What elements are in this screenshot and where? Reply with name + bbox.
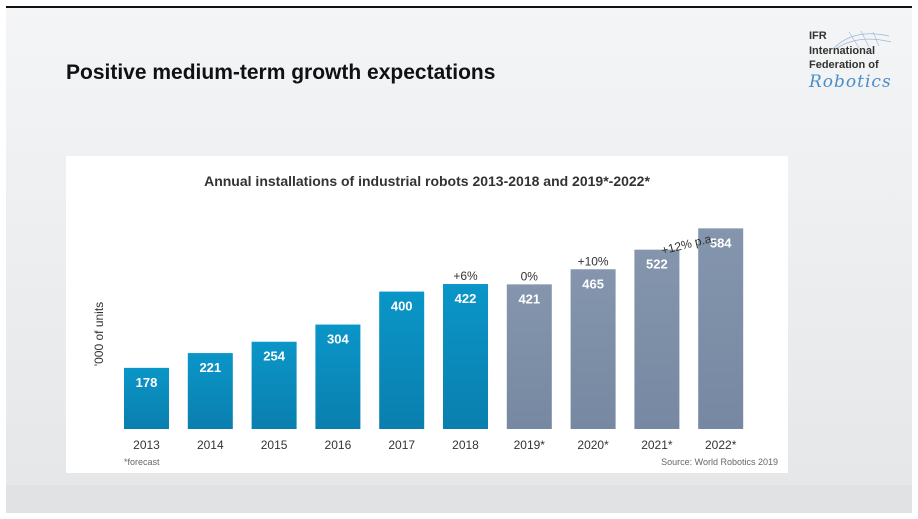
top-rule xyxy=(6,6,912,8)
bar-value-label: 400 xyxy=(391,299,413,314)
logo-ifr-text: IFR xyxy=(809,30,827,42)
bar-value-label: 254 xyxy=(263,349,285,364)
x-tick-label: 2022* xyxy=(705,438,737,452)
logo-federation-text: Federation of xyxy=(809,59,879,71)
x-tick-label: 2021* xyxy=(641,438,673,452)
slide: Positive medium-term growth expectations… xyxy=(6,6,912,513)
x-tick-label: 2016 xyxy=(325,438,352,452)
bottom-band xyxy=(6,485,912,513)
logo-robotics-text: Robotics xyxy=(809,72,892,92)
bar-2022* xyxy=(698,228,744,429)
bar-2016 xyxy=(315,324,361,429)
chart-panel: Annual installations of industrial robot… xyxy=(66,156,788,473)
slide-title: Positive medium-term growth expectations xyxy=(66,61,496,84)
x-tick-label: 2014 xyxy=(197,438,224,452)
logo-international-text: International xyxy=(809,45,876,57)
x-tick-label: 2020* xyxy=(577,438,609,452)
growth-annotation: +6% xyxy=(453,269,478,283)
x-tick-label: 2019* xyxy=(514,438,546,452)
bar-2020* xyxy=(570,269,616,429)
growth-annotation: +10% xyxy=(578,254,609,268)
bar-chart: Annual installations of industrial robot… xyxy=(92,173,778,467)
x-tick-label: 2017 xyxy=(388,438,415,452)
bar-2014 xyxy=(187,353,233,429)
bar-value-label: 421 xyxy=(518,291,540,306)
chart-title: Annual installations of industrial robot… xyxy=(204,173,650,189)
x-tick-label: 2013 xyxy=(133,438,160,452)
footnote: *forecast xyxy=(124,457,160,467)
bar-value-label: 522 xyxy=(646,257,668,272)
bar-value-label: 304 xyxy=(327,332,349,347)
source-note: Source: World Robotics 2019 xyxy=(661,457,778,467)
bar-2013 xyxy=(124,367,169,429)
growth-annotation: 0% xyxy=(521,269,539,283)
bar-2017 xyxy=(379,291,425,429)
bar-value-label: 422 xyxy=(455,291,477,306)
x-tick-label: 2018 xyxy=(452,438,479,452)
bar-value-label: 178 xyxy=(136,375,158,390)
bar-2019* xyxy=(506,284,552,429)
bar-value-label: 584 xyxy=(710,235,732,250)
ifr-logo: IFR International Federation of Robotics xyxy=(809,30,909,100)
y-axis-label: '000 of units xyxy=(92,302,106,366)
bar-2015 xyxy=(251,341,297,429)
logo-mesh-icon xyxy=(833,30,892,49)
x-tick-label: 2015 xyxy=(261,438,288,452)
bar-2021* xyxy=(634,249,680,429)
bar-value-label: 465 xyxy=(582,276,604,291)
bar-2018 xyxy=(443,284,488,429)
bar-value-label: 221 xyxy=(199,360,221,375)
